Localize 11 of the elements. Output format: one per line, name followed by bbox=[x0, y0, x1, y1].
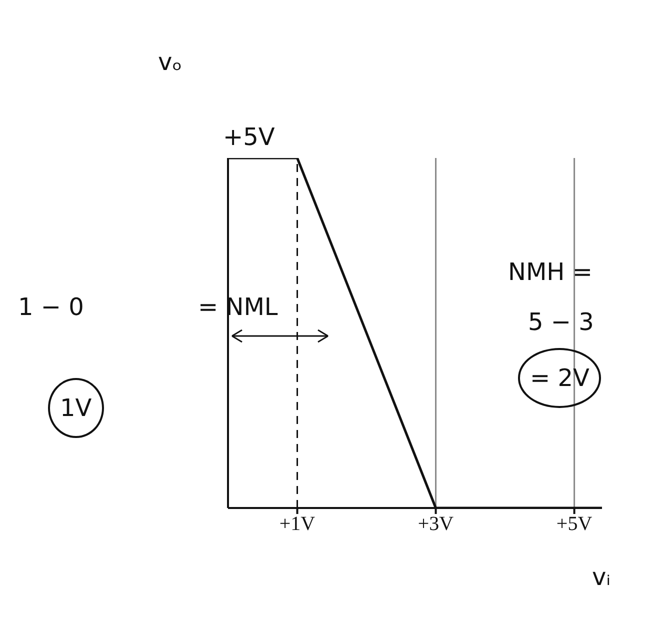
x-tick-label: +1V bbox=[279, 513, 316, 536]
text: 1 − 0 bbox=[18, 293, 84, 321]
y-axis-title: vₒ bbox=[158, 48, 182, 76]
annotation: 5 − 3 bbox=[528, 308, 594, 336]
annotation: = 2V bbox=[518, 348, 602, 408]
x-tick-label: +3V bbox=[418, 513, 454, 536]
text: +5V bbox=[223, 123, 275, 151]
x-tick-label: +5V bbox=[556, 513, 593, 536]
text: 1V bbox=[48, 378, 104, 438]
annotation: NMH = bbox=[508, 258, 592, 286]
x-axis-title: vᵢ bbox=[592, 563, 610, 591]
